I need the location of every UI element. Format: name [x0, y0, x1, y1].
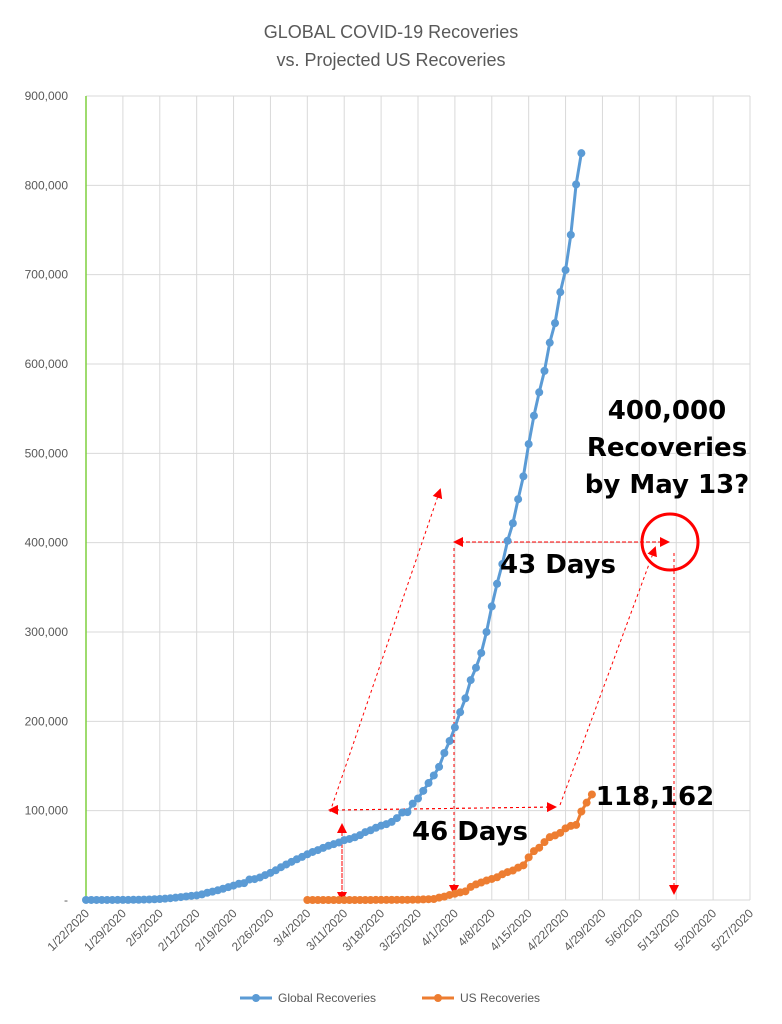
- series-global-recoveries: [82, 149, 586, 904]
- data-point: [471, 663, 480, 672]
- data-point: [450, 723, 459, 732]
- data-point: [566, 230, 575, 239]
- data-point: [498, 560, 507, 569]
- data-point: [540, 838, 549, 847]
- y-tick-label: 700,000: [25, 268, 69, 282]
- annotation-arrows: [328, 488, 679, 902]
- data-point: [561, 266, 570, 275]
- data-point: [508, 519, 517, 528]
- data-point: [535, 843, 544, 852]
- y-tick-label: 100,000: [25, 804, 69, 818]
- data-point: [545, 338, 554, 347]
- target-annotation-line-2: Recoveries: [587, 433, 747, 463]
- target-annotation-line-1: 400,000: [608, 396, 726, 426]
- data-point: [577, 807, 586, 816]
- data-point: [445, 736, 454, 745]
- data-point: [540, 366, 549, 375]
- data-point: [424, 779, 433, 788]
- data-point: [556, 288, 565, 297]
- data-point: [514, 495, 523, 504]
- data-point: [529, 411, 538, 420]
- data-point: [392, 814, 401, 823]
- y-tick-label: 500,000: [25, 446, 69, 460]
- series-us-recoveries: [303, 790, 596, 904]
- target-circle: [640, 512, 700, 572]
- legend: Global Recoveries US Recoveries: [240, 991, 540, 1005]
- legend-marker-global: [252, 994, 260, 1002]
- y-tick-label: 200,000: [25, 714, 69, 728]
- data-point: [403, 808, 412, 817]
- gridlines: [86, 95, 751, 900]
- y-tick-label: 400,000: [25, 536, 69, 550]
- data-point: [440, 748, 449, 757]
- days-annotation-46: 46 Days: [412, 817, 528, 847]
- data-point: [524, 853, 533, 862]
- data-point: [487, 602, 496, 611]
- data-point: [461, 694, 470, 703]
- us-last-value-label: 118,162: [596, 782, 714, 812]
- data-point: [419, 786, 428, 795]
- data-point: [435, 762, 444, 771]
- y-tick-label: 800,000: [25, 178, 69, 192]
- data-point: [493, 579, 502, 588]
- data-point: [482, 627, 491, 636]
- data-point: [582, 798, 591, 807]
- legend-marker-us: [434, 994, 442, 1002]
- chart-title-line-1: GLOBAL COVID-19 Recoveries: [264, 22, 518, 42]
- days-annotation-43: 43 Days: [500, 550, 616, 580]
- data-point: [587, 790, 596, 799]
- data-point: [519, 472, 528, 481]
- chart-title-line-2: vs. Projected US Recoveries: [276, 50, 505, 70]
- y-tick-label: 300,000: [25, 625, 69, 639]
- data-point: [477, 648, 486, 657]
- trend-arrow-global: [329, 488, 443, 813]
- span-arrow-46-days-left: [328, 804, 556, 815]
- legend-label-us: US Recoveries: [460, 991, 540, 1005]
- data-point: [461, 887, 470, 896]
- data-point: [519, 861, 528, 870]
- data-point: [572, 180, 581, 189]
- data-point: [556, 828, 565, 837]
- data-point: [577, 149, 586, 158]
- data-point: [572, 820, 581, 829]
- data-point: [503, 536, 512, 545]
- data-point: [408, 799, 417, 808]
- data-point: [429, 771, 438, 780]
- target-annotation-line-3: by May 13?: [585, 470, 750, 500]
- data-point: [524, 440, 533, 449]
- data-point: [456, 708, 465, 717]
- trend-arrow-us: [559, 546, 657, 806]
- legend-label-global: Global Recoveries: [278, 991, 376, 1005]
- data-point: [535, 388, 544, 397]
- data-point: [414, 794, 422, 803]
- y-tick-label: -: [64, 893, 68, 907]
- data-point: [551, 319, 560, 328]
- series-layer: [82, 149, 596, 904]
- data-point: [466, 676, 475, 685]
- y-axis-tick-labels: - 100,000 200,000 300,000 400,000 500,000 600,…: [25, 89, 69, 907]
- y-tick-label: 900,000: [25, 89, 69, 103]
- y-tick-label: 600,000: [25, 357, 69, 371]
